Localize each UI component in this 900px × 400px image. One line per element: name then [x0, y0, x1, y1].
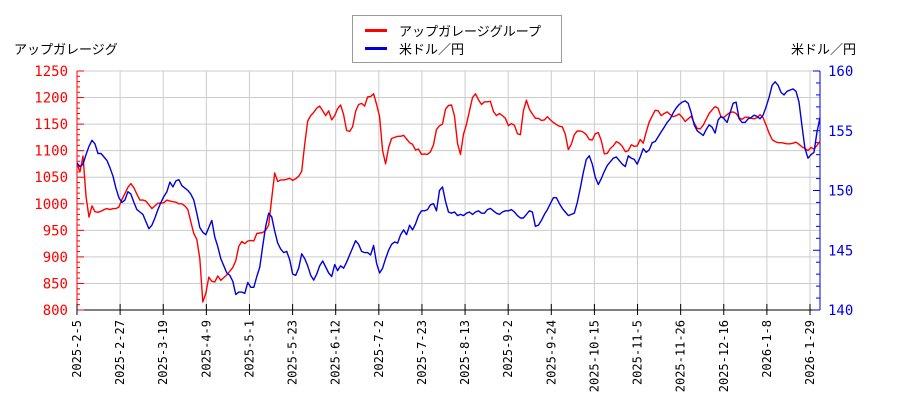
- svg-text:950: 950: [43, 223, 68, 239]
- svg-text:145: 145: [828, 243, 853, 259]
- svg-text:2025-6-12: 2025-6-12: [329, 320, 343, 385]
- svg-text:2025-8-13: 2025-8-13: [458, 320, 472, 385]
- right-axis-ticks: [813, 70, 820, 311]
- svg-text:2025-7-23: 2025-7-23: [415, 320, 429, 385]
- svg-text:1200: 1200: [34, 91, 68, 107]
- svg-text:2025-5-1: 2025-5-1: [242, 320, 256, 378]
- x-axis-labels: 2025-2-5 2025-2-27 2025-3-19 2025-4-9 2025-5…: [70, 320, 817, 392]
- left-axis-ticks: [77, 70, 84, 311]
- right-axis-title: 米ドル／円: [790, 43, 856, 58]
- svg-text:2026-1-8: 2026-1-8: [760, 320, 774, 378]
- left-axis-labels: 1250 1200 1150 1100 1050 1000 950 900 850 800: [34, 64, 68, 319]
- x-axis-ticks: [76, 304, 811, 315]
- legend-label-stock: アップガレージグループ: [399, 24, 541, 40]
- svg-text:2025-2-5: 2025-2-5: [70, 320, 84, 378]
- right-axis-labels: 160 155 150 145 140: [828, 64, 853, 319]
- series-line-1: [76, 81, 821, 296]
- svg-text:1100: 1100: [34, 144, 68, 160]
- svg-text:2025-5-23: 2025-5-23: [286, 320, 300, 385]
- svg-text:2025-9-24: 2025-9-24: [544, 320, 558, 385]
- svg-text:1250: 1250: [34, 64, 68, 80]
- svg-text:2025-11-26: 2025-11-26: [674, 320, 688, 392]
- svg-text:2026-1-29: 2026-1-29: [803, 320, 817, 385]
- legend-item-stock: アップガレージグループ: [365, 21, 551, 40]
- svg-text:850: 850: [43, 276, 68, 292]
- legend-item-usdjpy: 米ドル／円: [365, 39, 551, 58]
- legend-swatch-red: [365, 28, 387, 32]
- svg-text:1050: 1050: [34, 170, 68, 186]
- svg-text:2025-3-19: 2025-3-19: [156, 320, 170, 385]
- svg-text:800: 800: [43, 303, 68, 319]
- svg-text:160: 160: [828, 64, 853, 80]
- svg-text:1000: 1000: [34, 197, 68, 213]
- svg-text:2025-7-2: 2025-7-2: [372, 320, 386, 378]
- svg-text:2025-11-5: 2025-11-5: [631, 320, 645, 385]
- svg-text:900: 900: [43, 250, 68, 266]
- svg-text:155: 155: [828, 124, 853, 140]
- series-line-0: [76, 93, 821, 303]
- legend-label-usdjpy: 米ドル／円: [399, 42, 465, 58]
- svg-text:1150: 1150: [34, 117, 68, 133]
- svg-text:150: 150: [828, 184, 853, 200]
- svg-text:2025-2-27: 2025-2-27: [113, 320, 127, 385]
- legend-swatch-blue: [365, 46, 387, 50]
- svg-text:2025-9-2: 2025-9-2: [501, 320, 515, 378]
- legend: アップガレージグループ 米ドル／円: [352, 15, 562, 63]
- left-axis-title: アップガレージグ: [14, 43, 118, 58]
- svg-text:2025-4-9: 2025-4-9: [199, 320, 213, 378]
- svg-text:140: 140: [828, 303, 853, 319]
- svg-text:2025-12-16: 2025-12-16: [717, 320, 731, 392]
- svg-text:2025-10-15: 2025-10-15: [587, 320, 601, 392]
